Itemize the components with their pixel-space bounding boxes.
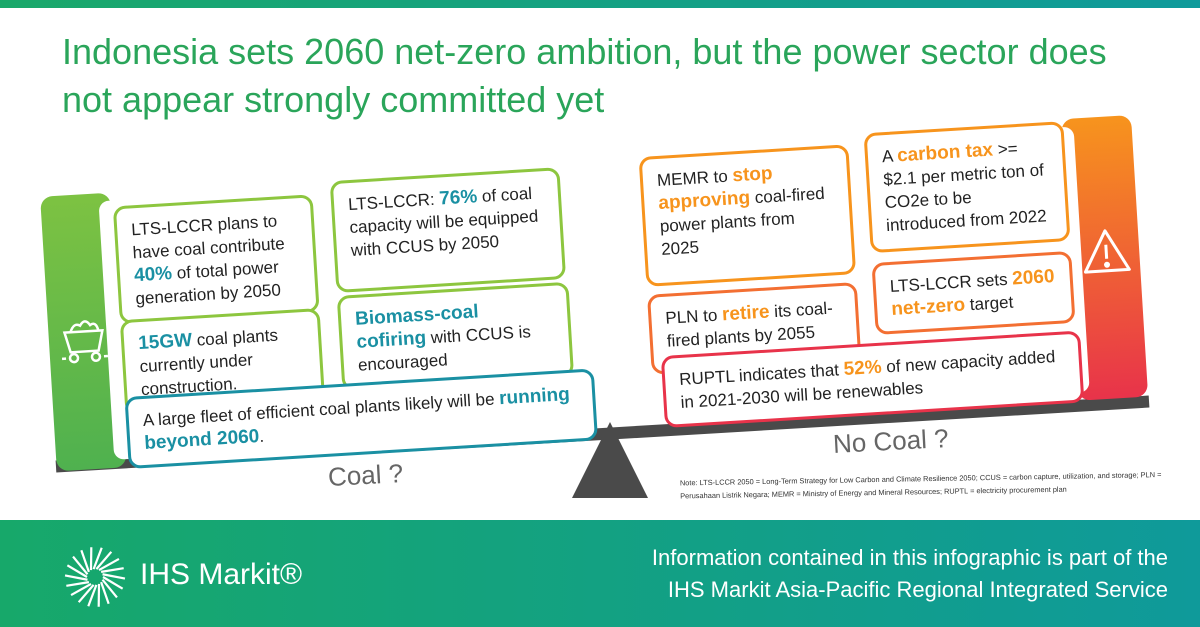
highlight-text: retire — [721, 301, 771, 326]
logo-text: IHS Markit® — [140, 558, 303, 591]
title: Indonesia sets 2060 net-zero ambition, b… — [62, 31, 1107, 120]
info-box: MEMR to stop approving coal-fired power … — [638, 144, 857, 287]
info-box: LTS-LCCR sets 2060 net-zero target — [871, 250, 1076, 335]
footer-line: IHS Markit Asia-Pacific Regional Integra… — [667, 577, 1168, 602]
highlight-text: carbon tax — [896, 139, 994, 167]
footer: IHS Markit® Information contained in thi… — [0, 520, 1200, 627]
top-bar — [0, 0, 1200, 8]
footer-line: Information contained in this infographi… — [651, 545, 1168, 570]
fulcrum — [572, 422, 648, 498]
highlight-text: 15GW — [137, 329, 193, 355]
no-coal-panel: MEMR to stop approving coal-fired power … — [632, 115, 1149, 429]
highlight-text: 52% — [843, 356, 883, 380]
info-box: LTS-LCCR plans to have coal contribute 4… — [112, 194, 320, 325]
coal-label: Coal ? — [327, 458, 404, 492]
footer-text: Information contained in this infographi… — [652, 542, 1168, 606]
warning-icon — [1083, 229, 1131, 274]
highlight-text: 40% — [133, 262, 173, 287]
box-text: LTS-LCCR plans to have coal contribute — [130, 211, 286, 263]
note: Note: LTS-LCCR 2050 = Long-Term Strategy… — [679, 470, 1162, 501]
info-box: LTS-LCCR: 76% of coal capacity will be e… — [329, 167, 567, 293]
logo-icon — [64, 547, 126, 607]
box-text: LTS-LCCR: — [347, 189, 440, 215]
box-text: MEMR to — [656, 166, 734, 191]
no-coal-label: No Coal ? — [832, 422, 950, 460]
no-coal-strip — [1061, 115, 1149, 401]
box-text: LTS-LCCR sets — [889, 269, 1013, 297]
info-box: A carbon tax >= $2.1 per metric ton of C… — [863, 121, 1071, 254]
box-text: A — [881, 146, 898, 167]
coal-cart-icon — [61, 320, 109, 364]
box-text: PLN to — [664, 305, 723, 328]
highlight-text: 76% — [438, 186, 478, 210]
box-text: target — [964, 292, 1014, 315]
box-text: . — [258, 426, 265, 446]
coal-panel: LTS-LCCR plans to have coal contribute 4… — [40, 164, 601, 472]
box-text: A large fleet of efficient coal plants l… — [142, 389, 500, 431]
